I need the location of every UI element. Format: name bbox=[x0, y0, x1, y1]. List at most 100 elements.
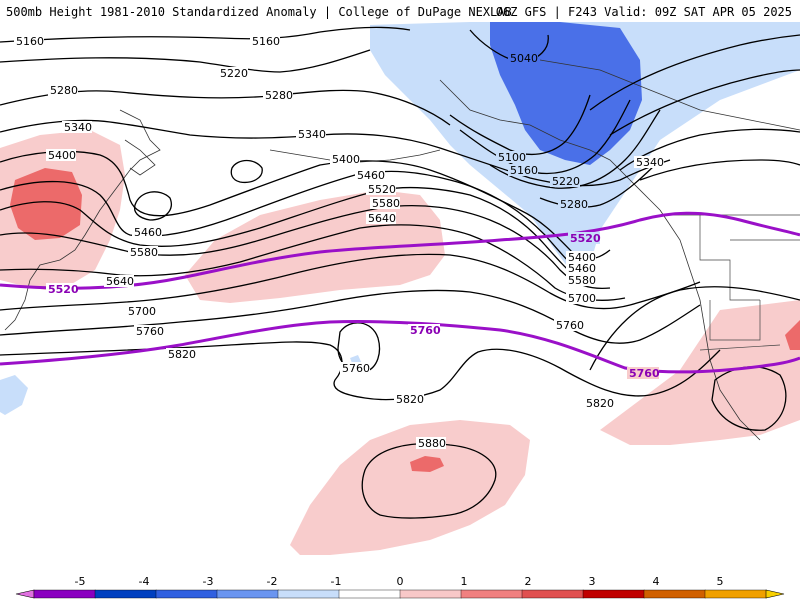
svg-text:5700: 5700 bbox=[128, 305, 156, 318]
label-5460-a: 5460 bbox=[132, 226, 162, 239]
svg-text:5880: 5880 bbox=[418, 437, 446, 450]
coastline-kamchatka bbox=[124, 139, 156, 176]
contour-ne-1 bbox=[589, 34, 800, 111]
colorbar-tick: 3 bbox=[589, 575, 596, 588]
svg-text:5280: 5280 bbox=[265, 89, 293, 102]
svg-text:5400: 5400 bbox=[568, 251, 596, 264]
label-5760-c: 5760 bbox=[554, 319, 584, 332]
svg-text:5640: 5640 bbox=[368, 212, 396, 225]
contour-5220 bbox=[0, 49, 371, 73]
contour-5160-east bbox=[459, 99, 631, 175]
label-5100: 5100 bbox=[496, 151, 526, 164]
svg-text:5460: 5460 bbox=[357, 169, 385, 182]
label-5580-b: 5580 bbox=[370, 197, 400, 210]
label-5400-a: 5400 bbox=[46, 149, 76, 162]
label-5580-a: 5580 bbox=[128, 246, 158, 259]
svg-text:5160: 5160 bbox=[16, 35, 44, 48]
svg-text:5640: 5640 bbox=[106, 275, 134, 288]
svg-text:5220: 5220 bbox=[220, 67, 248, 80]
label-5700-b: 5700 bbox=[566, 292, 596, 305]
label-5820-a: 5820 bbox=[166, 348, 196, 361]
label-5160-b: 5160 bbox=[250, 35, 280, 48]
svg-text:5160: 5160 bbox=[510, 164, 538, 177]
colorbar-swatch bbox=[277, 589, 340, 599]
label-5400-east: 5400 bbox=[566, 251, 596, 264]
label-5340-b: 5340 bbox=[296, 128, 326, 141]
pos-anomaly-core-east-asia bbox=[10, 168, 82, 240]
border-states-1 bbox=[699, 215, 760, 301]
colorbar-tick: -3 bbox=[203, 575, 214, 588]
svg-text:5220: 5220 bbox=[552, 175, 580, 188]
positive-anomaly-shading bbox=[0, 130, 800, 555]
contour-ne-3 bbox=[639, 159, 800, 181]
svg-text:5760: 5760 bbox=[410, 324, 441, 337]
label-5280-east: 5280 bbox=[558, 198, 588, 211]
coastline-asia bbox=[4, 109, 161, 331]
label-purple-5520-east: 5520 bbox=[568, 232, 601, 245]
svg-text:5280: 5280 bbox=[50, 84, 78, 97]
contour-ne-2 bbox=[609, 69, 800, 136]
label-5460-east: 5460 bbox=[566, 262, 596, 275]
svg-text:5460: 5460 bbox=[568, 262, 596, 275]
colorbar-swatch bbox=[94, 589, 157, 599]
coastline-alaska bbox=[439, 79, 661, 211]
contour-5400 bbox=[0, 150, 611, 260]
svg-text:5280: 5280 bbox=[560, 198, 588, 211]
colorbar-tick: -1 bbox=[331, 575, 342, 588]
svg-text:5820: 5820 bbox=[586, 397, 614, 410]
label-5400-b: 5400 bbox=[330, 153, 360, 166]
label-5220-east: 5220 bbox=[550, 175, 580, 188]
anomaly-map: 5160 5160 5220 5280 5280 5340 5340 5400 … bbox=[0, 22, 800, 555]
colorbar-swatch bbox=[643, 589, 706, 599]
label-5760-a: 5760 bbox=[134, 325, 164, 338]
map-header: 500mb Height 1981-2010 Standardized Anom… bbox=[0, 0, 800, 22]
political-borders bbox=[660, 214, 800, 351]
contour-5340 bbox=[0, 119, 671, 187]
colorbar-tick-labels: -5 -4 -3 -2 -1 0 1 2 3 4 5 bbox=[75, 575, 724, 588]
svg-text:5160: 5160 bbox=[252, 35, 280, 48]
contour-5160 bbox=[0, 26, 411, 43]
coastline-north-alaska bbox=[539, 59, 800, 131]
contour-5580 bbox=[0, 204, 611, 290]
colorbar-arrow-right bbox=[765, 589, 785, 599]
label-5160-east: 5160 bbox=[508, 164, 538, 177]
contour-5520-black bbox=[0, 186, 586, 283]
svg-text:5760: 5760 bbox=[342, 362, 370, 375]
colorbar-tick: 4 bbox=[653, 575, 660, 588]
label-5340-east: 5340 bbox=[634, 156, 664, 169]
contour-5820 bbox=[0, 341, 721, 401]
colorbar: -5 -4 -3 -2 -1 0 1 2 3 4 5 bbox=[0, 574, 800, 600]
colorbar-tick: 5 bbox=[717, 575, 724, 588]
svg-text:5580: 5580 bbox=[568, 274, 596, 287]
map-title: 500mb Height 1981-2010 Standardized Anom… bbox=[6, 5, 512, 19]
label-5640-a: 5640 bbox=[104, 275, 134, 288]
label-5280-a: 5280 bbox=[48, 84, 78, 97]
svg-text:5340: 5340 bbox=[636, 156, 664, 169]
svg-text:5400: 5400 bbox=[48, 149, 76, 162]
colorbar-tick: 2 bbox=[525, 575, 532, 588]
svg-text:5340: 5340 bbox=[298, 128, 326, 141]
colorbar-swatch bbox=[338, 589, 401, 599]
svg-text:5760: 5760 bbox=[136, 325, 164, 338]
colorbar-swatch bbox=[155, 589, 218, 599]
colorbar-swatch bbox=[399, 589, 462, 599]
label-5760-b: 5760 bbox=[340, 362, 370, 375]
contour-labels: 5160 5160 5220 5280 5280 5340 5340 5400 … bbox=[14, 35, 664, 450]
contour-small-loop-1 bbox=[133, 191, 172, 221]
svg-text:5100: 5100 bbox=[498, 151, 526, 164]
colorbar-swatch bbox=[33, 589, 96, 599]
label-5820-c: 5820 bbox=[584, 397, 614, 410]
svg-text:5700: 5700 bbox=[568, 292, 596, 305]
label-5040: 5040 bbox=[508, 52, 538, 65]
svg-text:5760: 5760 bbox=[629, 367, 660, 380]
svg-text:5400: 5400 bbox=[332, 153, 360, 166]
border-mexico bbox=[699, 344, 781, 351]
colorbar-swatch bbox=[704, 589, 767, 599]
colorbar-swatch bbox=[521, 589, 584, 599]
label-purple-5760-center: 5760 bbox=[408, 324, 441, 337]
label-5880: 5880 bbox=[416, 437, 446, 450]
svg-text:5520: 5520 bbox=[48, 283, 79, 296]
purple-contour-5520 bbox=[0, 211, 800, 290]
svg-text:5520: 5520 bbox=[368, 183, 396, 196]
pos-anomaly-core-west-coast bbox=[785, 320, 800, 350]
